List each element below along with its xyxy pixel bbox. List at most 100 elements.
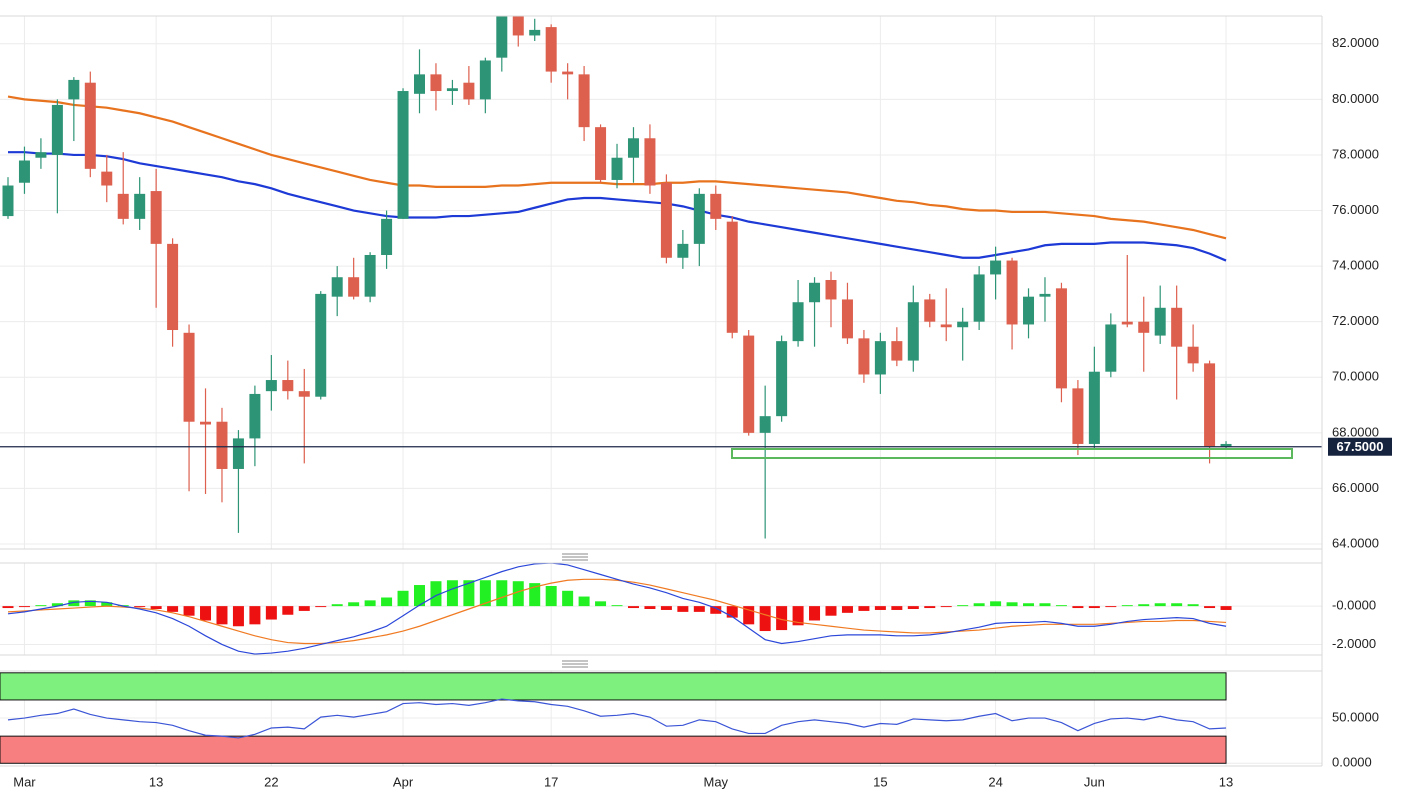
histogram-bar <box>973 603 985 607</box>
histogram-bar <box>792 606 804 626</box>
histogram-bar <box>446 580 458 607</box>
histogram-bar <box>595 601 607 607</box>
candle-body <box>430 74 442 92</box>
histogram-bar <box>1088 606 1100 609</box>
candle-body <box>496 16 508 58</box>
y-tick-label: -2.0000 <box>1332 636 1376 651</box>
histogram-bar <box>1023 603 1035 607</box>
candle-body <box>759 416 771 433</box>
candle-body <box>891 341 903 361</box>
histogram-bar <box>430 581 442 607</box>
histogram-bar <box>364 600 376 607</box>
histogram-bar <box>1204 606 1216 609</box>
candle-body <box>101 171 113 186</box>
candle-body <box>907 302 919 361</box>
candle-body <box>200 421 212 425</box>
candle-body <box>463 82 475 100</box>
y-tick-label: 70.0000 <box>1332 369 1379 384</box>
histogram-bar <box>1039 603 1051 607</box>
y-tick-label: -0.0000 <box>1332 598 1376 613</box>
candle-body <box>183 332 195 422</box>
histogram-bar <box>660 606 672 610</box>
histogram-bar <box>265 606 277 620</box>
histogram-bar <box>1072 606 1084 609</box>
candle-body <box>117 193 129 219</box>
histogram-bar <box>101 602 113 607</box>
histogram-bar <box>644 606 656 609</box>
candle-body <box>446 88 458 92</box>
price-label-box <box>1328 437 1392 456</box>
histogram-bar <box>545 586 557 607</box>
candle-body <box>1055 288 1067 389</box>
resize-handle[interactable] <box>562 553 588 561</box>
histogram-bar <box>825 606 837 616</box>
histogram-bar <box>51 603 63 607</box>
candle-body <box>990 260 1002 275</box>
histogram-bar <box>200 606 212 621</box>
histogram-bar <box>397 590 409 607</box>
resize-handle[interactable] <box>562 660 588 668</box>
histogram-bar <box>1171 603 1183 607</box>
histogram-bar <box>348 602 360 607</box>
x-tick-label: 17 <box>544 774 558 789</box>
candle-body <box>1154 307 1166 336</box>
histogram-bar <box>759 606 771 632</box>
histogram-bar <box>891 606 903 610</box>
histogram-bar <box>940 606 952 608</box>
candle-body <box>18 160 30 183</box>
candle-body <box>397 91 409 219</box>
histogram-bar <box>693 606 705 612</box>
candle-body <box>693 193 705 244</box>
mark-layer <box>0 16 1322 764</box>
histogram-bar <box>134 606 146 608</box>
candle-body <box>68 79 80 100</box>
histogram-bar <box>282 606 294 615</box>
band <box>0 672 1227 701</box>
y-tick-label: 0.0000 <box>1332 755 1372 770</box>
histogram-bar <box>529 583 541 607</box>
histogram-bar <box>298 606 310 611</box>
candle-body <box>627 138 639 158</box>
histogram-bar <box>331 604 343 607</box>
candle-body <box>841 299 853 339</box>
histogram-bar <box>1006 602 1018 607</box>
candle-body <box>710 193 722 219</box>
support-zone <box>731 448 1293 459</box>
histogram-bar <box>18 606 30 608</box>
y-tick-label: 50.0000 <box>1332 709 1379 724</box>
histogram-bar <box>1220 606 1232 610</box>
candle-body <box>150 191 162 244</box>
candle-body <box>1088 371 1100 444</box>
histogram-bar <box>743 606 755 625</box>
candle-body <box>331 277 343 297</box>
histogram-bar <box>381 597 393 607</box>
candle-body <box>1138 321 1150 333</box>
histogram-bar <box>858 606 870 611</box>
histogram-bar <box>677 606 689 612</box>
candle-body <box>924 299 936 322</box>
candle-body <box>1121 321 1133 325</box>
histogram-bar <box>35 605 47 607</box>
candle-body <box>512 16 524 36</box>
histogram-bar <box>562 590 574 607</box>
histogram-bar <box>1055 605 1067 607</box>
line <box>7 578 1227 645</box>
candle-body <box>644 138 656 186</box>
histogram-bar <box>1121 605 1133 607</box>
candle-body <box>874 341 886 375</box>
histogram-bar <box>150 606 162 609</box>
candle-body <box>298 391 310 397</box>
candle-body <box>940 324 952 328</box>
histogram-bar <box>874 606 886 610</box>
x-tick-label: 24 <box>988 774 1002 789</box>
y-tick-label: 78.0000 <box>1332 146 1379 161</box>
candle-body <box>216 421 228 469</box>
candle-body <box>2 185 14 217</box>
y-tick-label: 80.0000 <box>1332 91 1379 106</box>
histogram-bar <box>216 606 228 625</box>
candle-body <box>611 157 623 180</box>
candle-body <box>1023 296 1035 325</box>
candle-body <box>677 243 689 258</box>
candle-body <box>134 193 146 219</box>
x-tick-label: Jun <box>1084 774 1105 789</box>
